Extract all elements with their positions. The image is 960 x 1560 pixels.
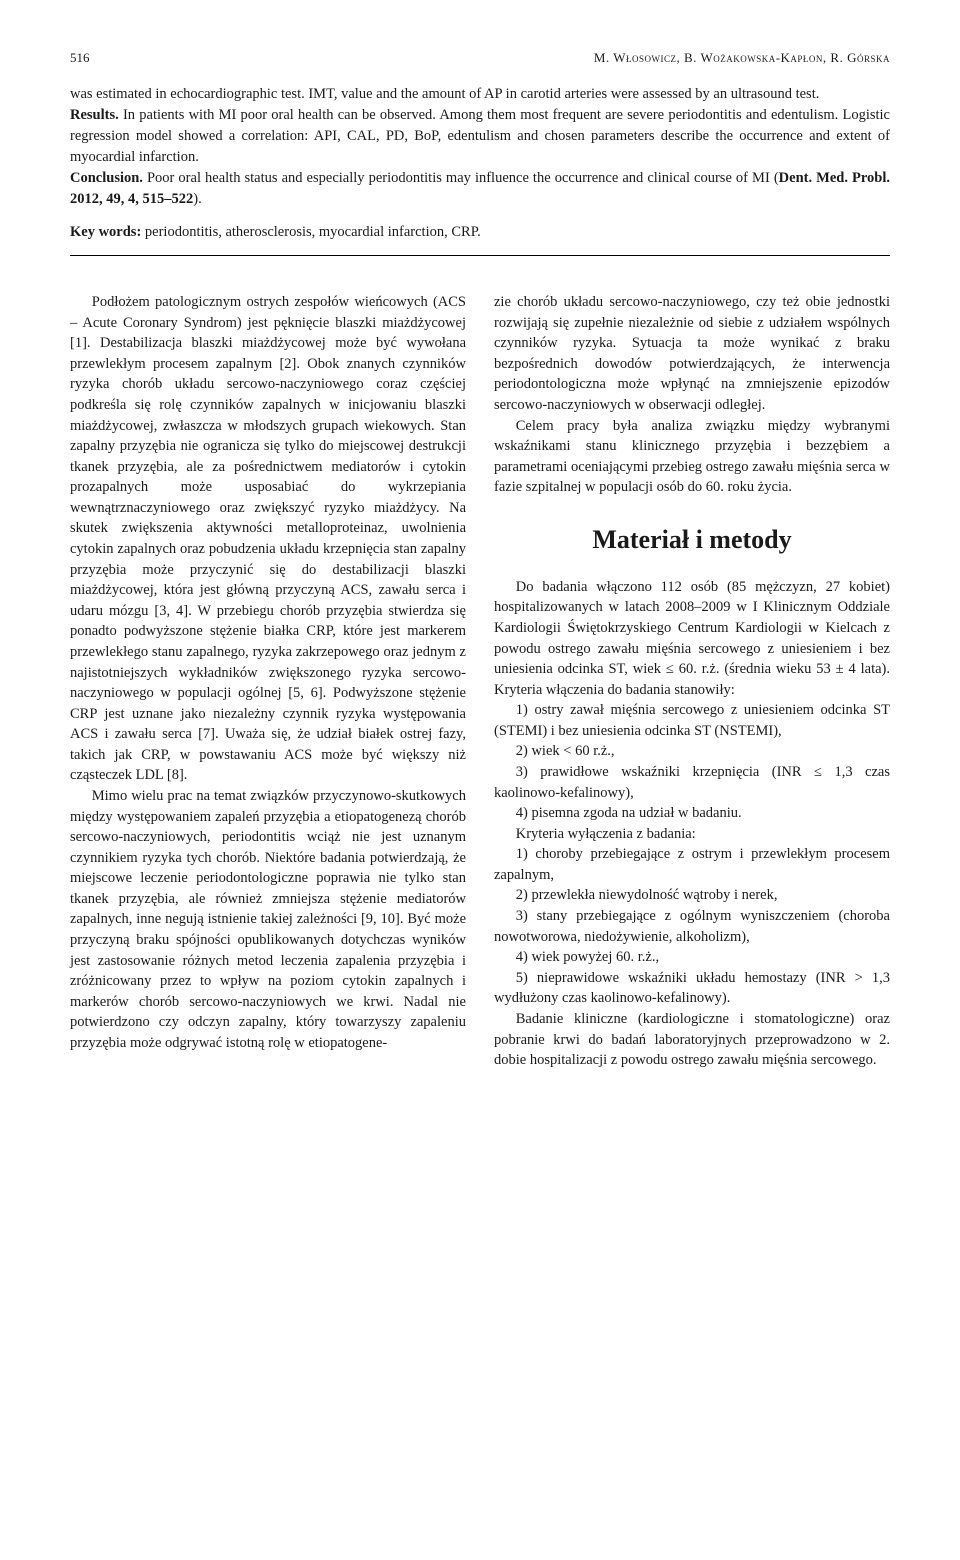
abstract-text: was estimated in echocardiographic test.…	[70, 84, 890, 210]
exclusion-item-1: 1) choroby przebiegające z ostrym i prze…	[494, 844, 890, 885]
right-para-5: Badanie kliniczne (kardiologiczne i stom…	[494, 1009, 890, 1071]
right-para-3: Do badania włączono 112 osób (85 mężczyz…	[494, 577, 890, 700]
conclusion-text: Poor oral health status and especially p…	[143, 170, 779, 186]
inclusion-item-4: 4) pisemna zgoda na udział w badaniu.	[494, 803, 890, 824]
exclusion-item-3: 3) stany przebiegające z ogólnym wyniszc…	[494, 906, 890, 947]
left-para-2: Mimo wielu prac na temat związków przycz…	[70, 786, 466, 1054]
authors-line: M. Włosowicz, B. Wożakowska-Kapłon, R. G…	[594, 50, 890, 66]
conclusion-end: ).	[193, 191, 201, 207]
keywords-text: periodontitis, atherosclerosis, myocardi…	[141, 224, 480, 240]
left-column: Podłożem patologicznym ostrych zespołów …	[70, 292, 466, 1071]
page-header: 516 M. Włosowicz, B. Wożakowska-Kapłon, …	[70, 50, 890, 66]
section-title: Materiał i metody	[494, 522, 890, 559]
right-para-1: zie chorób układu sercowo-naczyniowego, …	[494, 292, 890, 415]
exclusion-heading: Kryteria wyłączenia z badania:	[494, 824, 890, 845]
right-column: zie chorób układu sercowo-naczyniowego, …	[494, 292, 890, 1071]
exclusion-item-4: 4) wiek powyżej 60. r.ż.,	[494, 947, 890, 968]
inclusion-item-1: 1) ostry zawał mięśnia sercowego z unies…	[494, 700, 890, 741]
page-number: 516	[70, 50, 90, 66]
right-para-2: Celem pracy była analiza związku między …	[494, 416, 890, 498]
inclusion-item-2: 2) wiek < 60 r.ż.,	[494, 741, 890, 762]
results-label: Results.	[70, 107, 119, 123]
results-text: In patients with MI poor oral health can…	[70, 107, 890, 165]
keywords-label: Key words:	[70, 224, 141, 240]
inclusion-item-3: 3) prawidłowe wskaźniki krzepnięcia (INR…	[494, 762, 890, 803]
keywords-line: Key words: periodontitis, atherosclerosi…	[70, 224, 890, 241]
left-para-1: Podłożem patologicznym ostrych zespołów …	[70, 292, 466, 786]
exclusion-item-2: 2) przewlekła niewydolność wątroby i ner…	[494, 885, 890, 906]
abstract-block: was estimated in echocardiographic test.…	[70, 84, 890, 256]
exclusion-item-5: 5) nieprawidowe wskaźniki układu hemosta…	[494, 968, 890, 1009]
abstract-continuation: was estimated in echocardiographic test.…	[70, 86, 819, 102]
body-columns: Podłożem patologicznym ostrych zespołów …	[70, 292, 890, 1071]
conclusion-label: Conclusion.	[70, 170, 143, 186]
